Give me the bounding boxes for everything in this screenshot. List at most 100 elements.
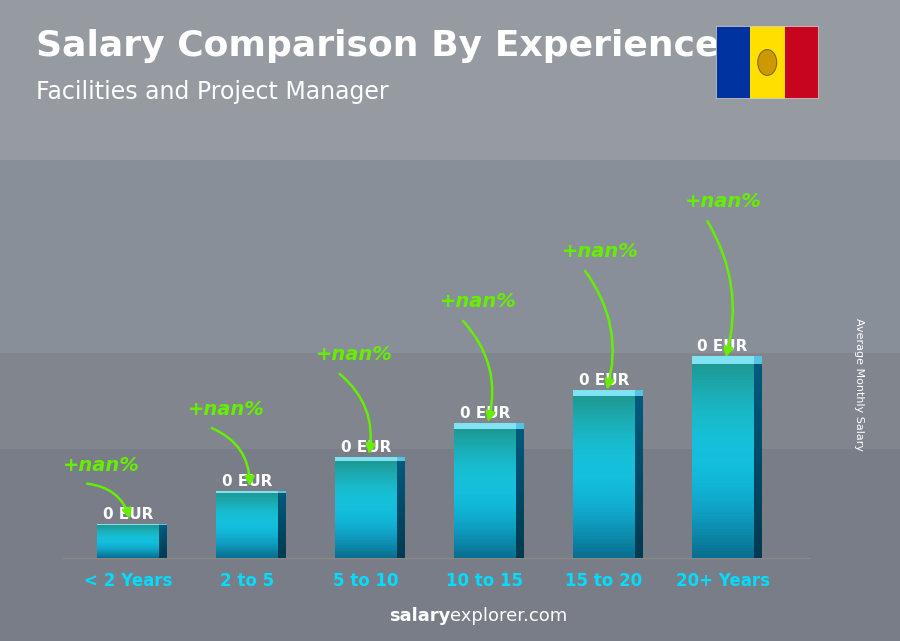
Bar (454, 506, 516, 508)
Bar (634, 501, 643, 505)
Bar (397, 533, 405, 536)
Bar (278, 527, 286, 529)
Bar (335, 517, 397, 519)
Bar (397, 468, 405, 470)
Bar (159, 526, 167, 527)
Bar (573, 469, 634, 472)
Bar (216, 513, 278, 515)
Bar (216, 512, 278, 513)
Bar (573, 431, 634, 434)
Bar (692, 529, 753, 532)
Bar (753, 456, 761, 461)
Bar (159, 551, 167, 552)
Bar (216, 543, 278, 544)
Bar (159, 549, 167, 551)
Bar (216, 551, 278, 553)
Bar (216, 535, 278, 536)
Bar (516, 503, 524, 506)
Bar (278, 498, 286, 499)
Bar (97, 524, 159, 526)
Bar (634, 469, 643, 473)
Bar (692, 513, 753, 516)
Bar (634, 549, 643, 554)
Bar (516, 535, 524, 538)
Text: 0 EUR: 0 EUR (104, 507, 154, 522)
Bar (335, 467, 397, 469)
Text: +nan%: +nan% (188, 400, 265, 419)
Bar (753, 529, 761, 533)
Text: +nan%: +nan% (440, 292, 517, 311)
Bar (753, 538, 761, 543)
Bar (397, 543, 405, 545)
Bar (454, 515, 516, 517)
Bar (573, 544, 634, 547)
Bar (692, 522, 753, 526)
Bar (278, 533, 286, 535)
Bar (573, 463, 634, 466)
Bar (753, 504, 761, 509)
Bar (516, 506, 524, 509)
Bar (753, 356, 761, 364)
Bar (692, 403, 753, 406)
Bar (753, 465, 761, 470)
Bar (516, 496, 524, 499)
Bar (278, 526, 286, 527)
Bar (159, 529, 167, 530)
Bar (573, 501, 634, 504)
Bar (335, 537, 397, 538)
Bar (216, 554, 278, 556)
Bar (634, 461, 643, 465)
Bar (692, 370, 753, 374)
Bar (516, 538, 524, 542)
Bar (692, 380, 753, 383)
Bar (397, 541, 405, 543)
Bar (159, 546, 167, 547)
Bar (573, 412, 634, 415)
Bar (454, 521, 516, 523)
Bar (573, 517, 634, 520)
Bar (692, 383, 753, 387)
Bar (753, 499, 761, 504)
Bar (753, 461, 761, 465)
Bar (634, 457, 643, 461)
Bar (454, 504, 516, 506)
Bar (335, 553, 397, 554)
Bar (335, 535, 397, 537)
Bar (753, 403, 761, 408)
Bar (278, 506, 286, 508)
Bar (454, 448, 516, 450)
Bar (278, 524, 286, 526)
Bar (335, 511, 397, 513)
Bar (573, 493, 634, 495)
Bar (634, 390, 643, 396)
Bar (278, 511, 286, 513)
Bar (216, 493, 278, 494)
Bar (573, 506, 634, 509)
Bar (692, 445, 753, 448)
Bar (516, 470, 524, 474)
Bar (573, 547, 634, 549)
Text: 0 EUR: 0 EUR (341, 440, 392, 455)
Bar (216, 532, 278, 533)
Bar (753, 412, 761, 417)
Bar (634, 465, 643, 469)
Bar (516, 487, 524, 490)
Bar (573, 399, 634, 402)
Text: 0 EUR: 0 EUR (460, 406, 510, 422)
Bar (335, 503, 397, 504)
Bar (216, 538, 278, 539)
Bar (397, 473, 405, 476)
Bar (634, 412, 643, 417)
Bar (573, 499, 634, 501)
Bar (573, 477, 634, 479)
Bar (454, 487, 516, 489)
Bar (0, 449, 900, 641)
Bar (634, 433, 643, 437)
Bar (692, 409, 753, 412)
Bar (397, 529, 405, 531)
Bar (634, 521, 643, 526)
Bar (634, 538, 643, 542)
Bar (335, 496, 397, 498)
Bar (454, 454, 516, 456)
Bar (692, 399, 753, 403)
